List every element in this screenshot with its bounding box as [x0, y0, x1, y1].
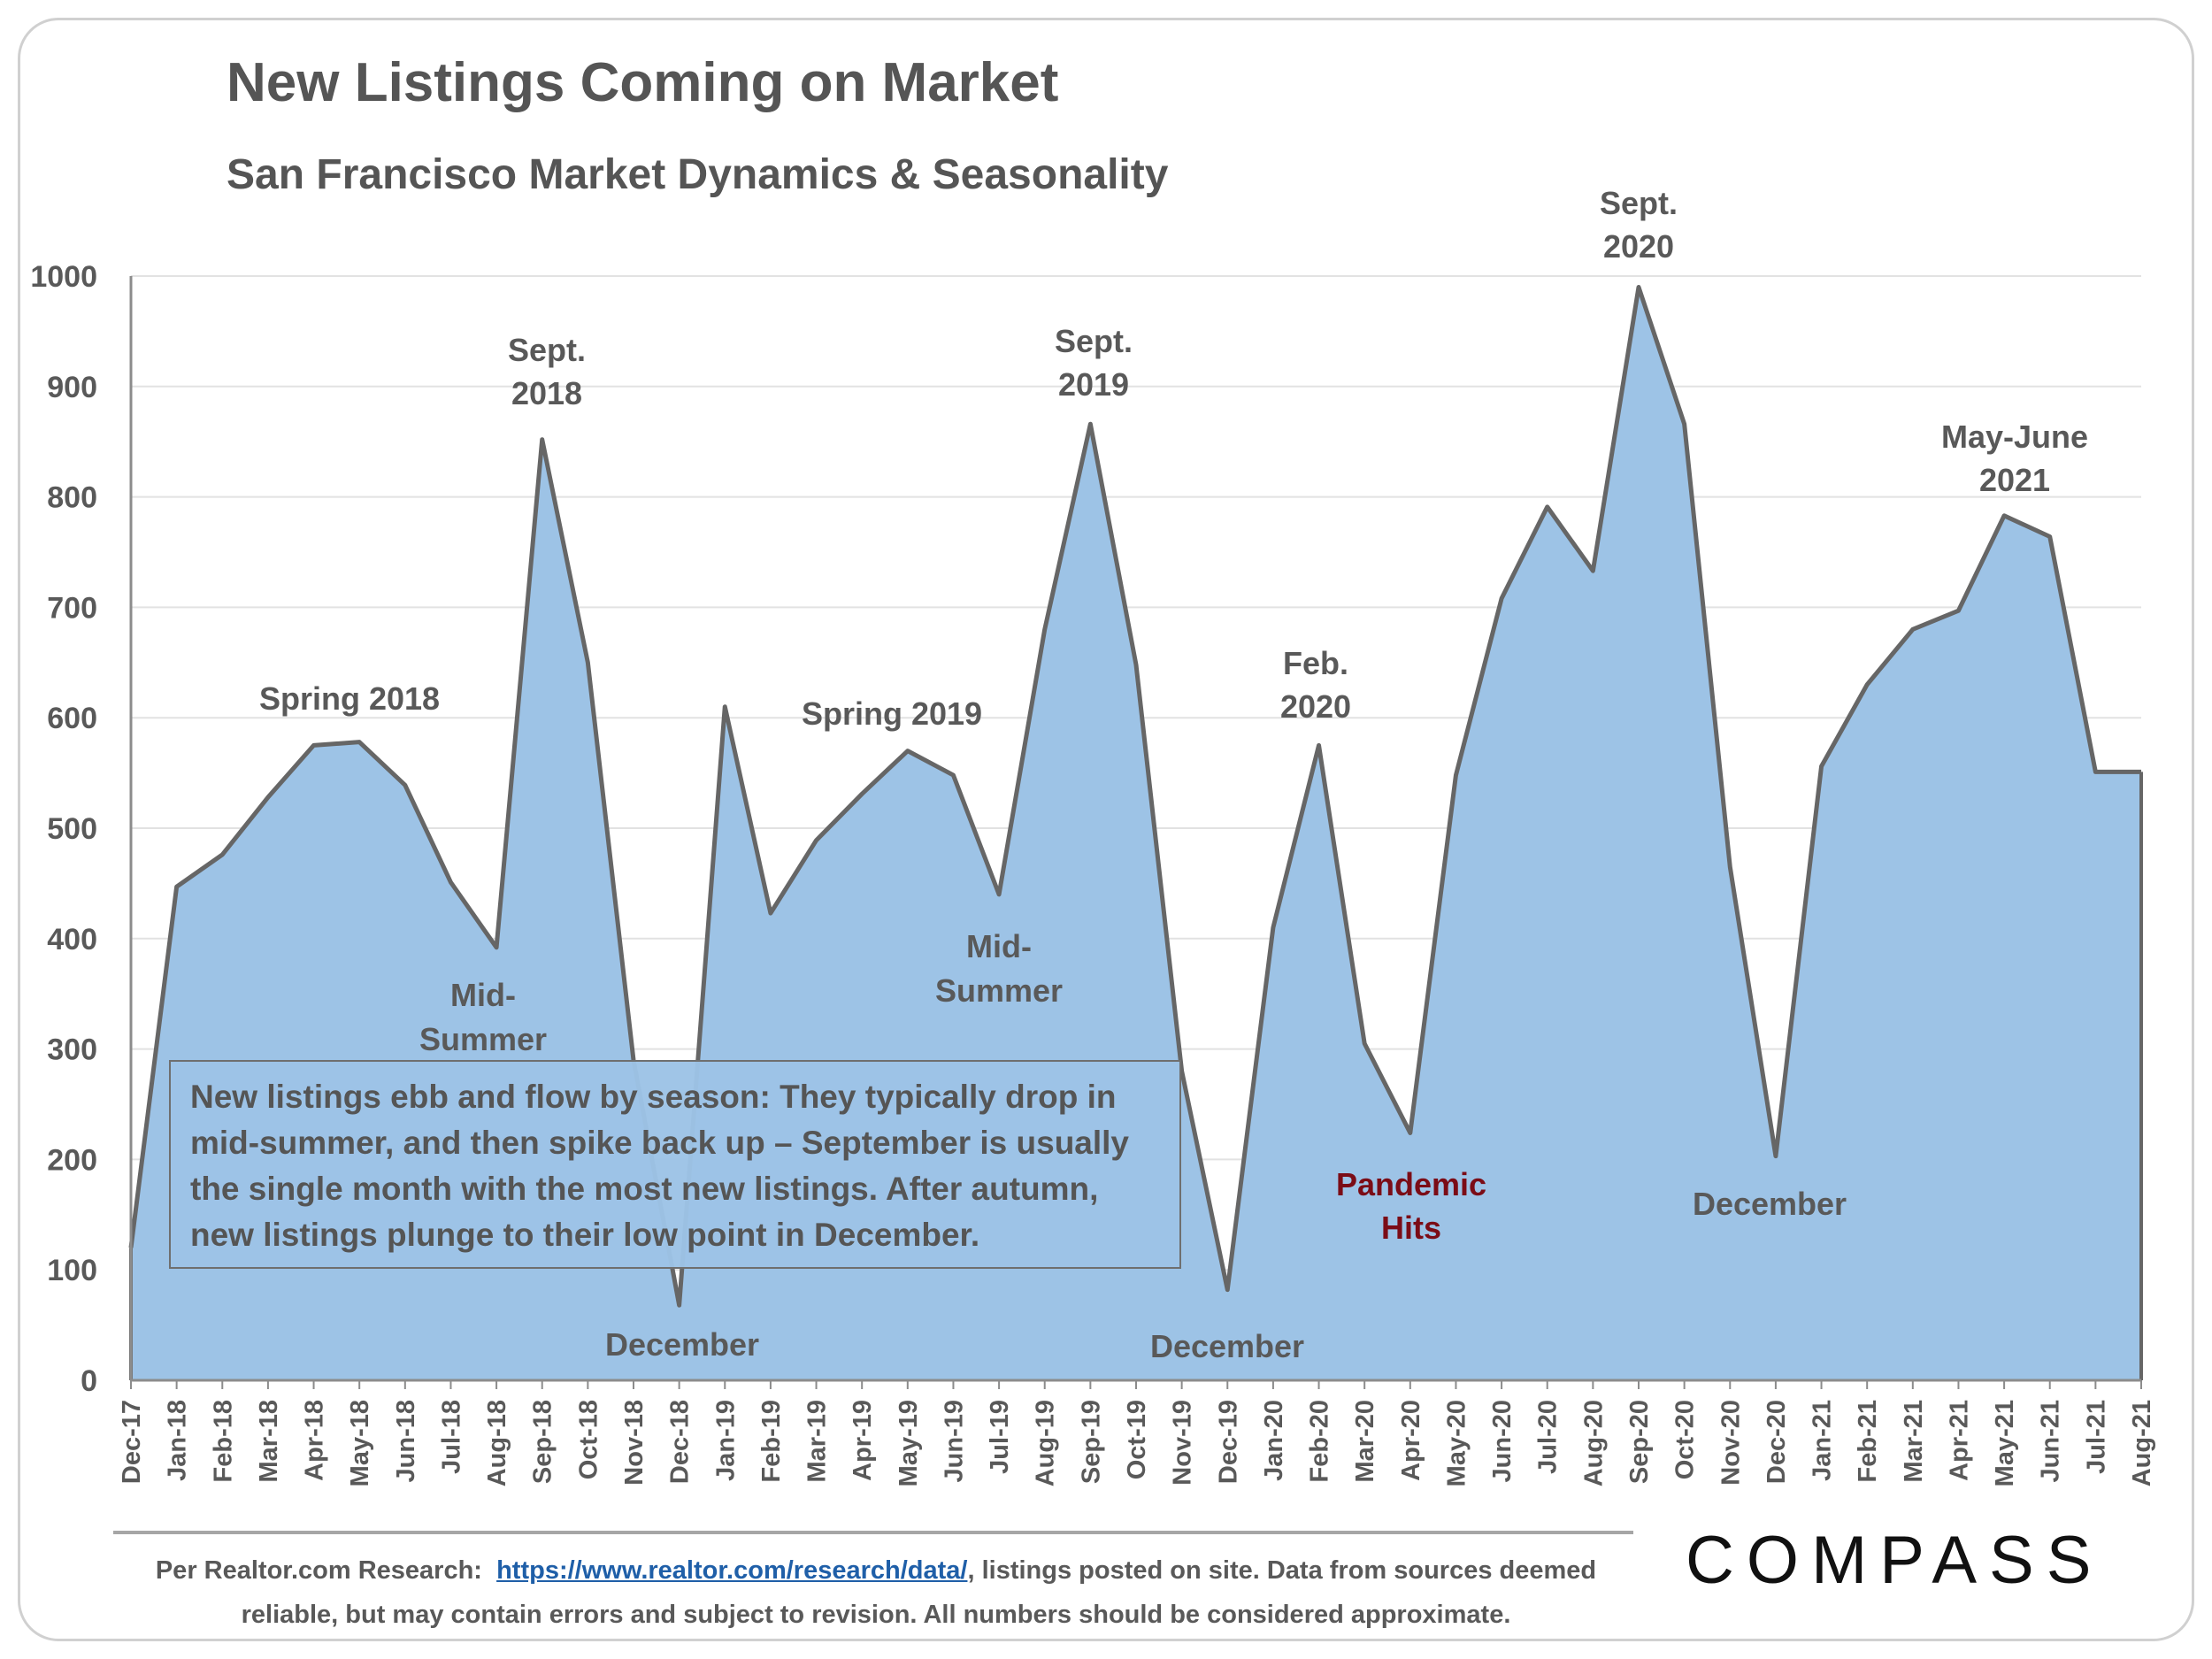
x-tick-label: Oct-18 — [574, 1400, 603, 1479]
x-tick-label: Jul-19 — [986, 1400, 1014, 1474]
annotations: Spring 2018 Sept. 2018 Mid- Summer December Sp… — [259, 185, 2088, 1364]
x-tick-label: Apr-20 — [1397, 1400, 1425, 1481]
x-tick-label: Sep-20 — [1625, 1400, 1654, 1484]
x-tick-label: Dec-17 — [118, 1400, 146, 1484]
x-tick-label: Aug-19 — [1032, 1400, 1060, 1486]
annotation-label: December — [1150, 1328, 1304, 1364]
x-tick-label: Feb-21 — [1854, 1400, 1882, 1482]
x-tick-label: Jul-20 — [1534, 1400, 1563, 1474]
x-tick-label: Jun-20 — [1488, 1400, 1517, 1482]
y-tick-label: 300 — [47, 1033, 97, 1067]
x-tick-label: May-18 — [346, 1400, 374, 1486]
x-tick-label: Dec-19 — [1214, 1400, 1242, 1484]
y-tick-label: 100 — [47, 1254, 97, 1287]
source-link[interactable]: https://www.realtor.com/research/data/ — [496, 1556, 968, 1585]
x-tick-label: Jan-21 — [1809, 1400, 1837, 1481]
footnote-suffix: , listings posted on site. Data from sou… — [241, 1556, 1597, 1629]
source-footnote: Per Realtor.com Research: https://www.re… — [106, 1548, 1646, 1637]
annotation-label: Spring 2018 — [259, 680, 440, 717]
annotation-label: Feb. — [1283, 645, 1348, 681]
annotation-label: Pandemic — [1336, 1166, 1486, 1202]
x-tick-label: Apr-19 — [849, 1400, 877, 1481]
x-tick-label: Mar-20 — [1351, 1400, 1379, 1483]
x-tick-label: Aug-21 — [2128, 1400, 2156, 1486]
x-tick-label: Jan-19 — [711, 1400, 740, 1481]
x-tick-label: Jan-20 — [1260, 1400, 1288, 1481]
annotation-label: May-June — [1941, 419, 2088, 455]
y-tick-label: 600 — [47, 702, 97, 735]
annotation-label: Summer — [419, 1021, 547, 1057]
callout-text: New listings ebb and flow by season: The… — [190, 1079, 1130, 1253]
y-tick-label: 800 — [47, 481, 97, 515]
footer-divider — [113, 1531, 1633, 1534]
x-tick-label: Feb-19 — [757, 1400, 786, 1482]
annotation-label: Sept. — [1600, 185, 1678, 221]
annotation-label: Sept. — [508, 332, 586, 368]
x-tick-label: Mar-19 — [803, 1400, 832, 1483]
x-tick-label: Jun-19 — [940, 1400, 968, 1482]
x-tick-label: Mar-18 — [255, 1400, 283, 1483]
annotation-label: 2020 — [1280, 688, 1351, 725]
annotation-label: December — [1693, 1186, 1847, 1222]
x-tick-label: Jun-21 — [2037, 1400, 2065, 1482]
annotation-label: Summer — [935, 972, 1063, 1009]
x-tick-label: Aug-18 — [483, 1400, 511, 1486]
x-tick-label: May-19 — [895, 1400, 923, 1486]
annotation-label: Mid- — [450, 977, 516, 1013]
x-tick-label: Aug-20 — [1579, 1400, 1608, 1486]
annotation-label: Sept. — [1055, 323, 1133, 359]
chart-subtitle: San Francisco Market Dynamics & Seasonal… — [227, 151, 1169, 198]
x-tick-label: May-21 — [1991, 1400, 2019, 1486]
annotation-label: Mid- — [966, 928, 1032, 964]
callout-box: New listings ebb and flow by season: The… — [169, 1060, 1181, 1269]
annotation-label: 2019 — [1058, 366, 1129, 403]
x-tick-label: Oct-19 — [1123, 1400, 1151, 1479]
annotation-label: Hits — [1381, 1210, 1441, 1246]
y-tick-label: 1000 — [30, 260, 97, 294]
x-tick-label: Oct-20 — [1671, 1400, 1700, 1479]
x-tick-label: Jul-21 — [2082, 1400, 2110, 1474]
x-tick-label: Dec-18 — [666, 1400, 695, 1484]
series-line — [128, 284, 2141, 1308]
y-tick-label: 500 — [47, 812, 97, 846]
footnote-prefix: Per Realtor.com Research: — [155, 1556, 482, 1585]
annotation-label: 2020 — [1603, 228, 1674, 265]
annotation-label: 2018 — [511, 375, 582, 411]
y-tick-label: 700 — [47, 591, 97, 625]
x-tick-label: Jan-18 — [164, 1400, 192, 1481]
chart-title: New Listings Coming on Market — [227, 52, 1059, 113]
annotation-label: December — [605, 1326, 759, 1363]
x-tick-label: Nov-19 — [1169, 1400, 1197, 1486]
y-tick-label: 900 — [47, 371, 97, 404]
annotation-label: Spring 2019 — [802, 695, 982, 732]
x-tick-label: Nov-18 — [620, 1400, 649, 1486]
x-tick-label: Sep-18 — [529, 1400, 557, 1484]
x-tick-label: Jul-18 — [437, 1400, 465, 1474]
y-tick-label: 200 — [47, 1143, 97, 1177]
x-tick-label: Nov-20 — [1717, 1400, 1745, 1486]
x-tick-label: Feb-20 — [1306, 1400, 1334, 1482]
x-tick-label: Apr-21 — [1945, 1400, 1973, 1481]
x-tick-label: Apr-18 — [301, 1400, 329, 1481]
annotation-label: 2021 — [1979, 462, 2050, 498]
x-tick-label: Mar-21 — [1900, 1400, 1928, 1483]
x-tick-labels: Dec-17 Jan-18 Feb-18 Mar-18 Apr-18 May-18 Jun-… — [118, 1400, 2156, 1486]
x-tick-label: Dec-20 — [1763, 1400, 1791, 1484]
y-tick-label: 0 — [81, 1364, 97, 1398]
y-tick-label: 400 — [47, 923, 97, 956]
x-tick-label: Jun-18 — [392, 1400, 420, 1482]
x-tick-label: Feb-18 — [209, 1400, 237, 1482]
y-tick-labels: 0 100 200 300 400 500 600 700 800 900 1000 — [30, 260, 97, 1398]
axes — [129, 276, 2142, 1389]
x-tick-label: May-20 — [1442, 1400, 1471, 1486]
compass-logo: COMPASS — [1686, 1523, 2104, 1598]
x-tick-label: Sep-19 — [1077, 1400, 1105, 1484]
